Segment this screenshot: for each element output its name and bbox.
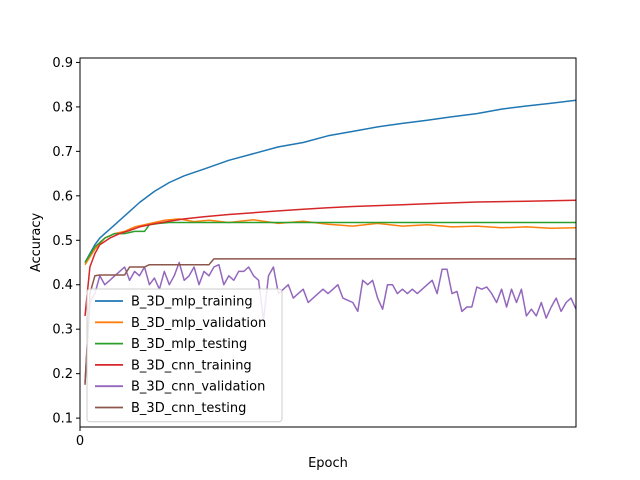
y-tick-label: 0.4 [52,278,73,293]
y-tick-label: 0.5 [52,234,73,249]
legend-label-2: B_3D_mlp_validation [131,316,266,331]
y-axis-label: Accuracy [29,213,44,273]
legend-box [86,288,283,423]
legend-label-3: B_3D_mlp_testing [131,337,247,352]
y-axis-ticks: 0.1 0.2 0.3 0.4 0.5 0.6 0.7 0.8 0.9 [52,56,80,427]
legend: B_3D_mlp_training B_3D_mlp_validation B_3D… [86,288,283,423]
legend-label-4: B_3D_cnn_training [131,358,252,373]
series-line-1 [84,99,577,263]
y-tick-label: 0.9 [52,56,73,71]
x-axis-label: Epoch [308,456,348,471]
x-tick-label: 0 [76,434,84,449]
series-line-5 [84,261,577,383]
legend-label-5: B_3D_cnn_validation [131,380,265,395]
series-line-6 [84,258,576,385]
x-axis-ticks: 0 [76,427,84,449]
y-tick-label: 0.8 [52,100,73,115]
series-lines [84,99,577,385]
y-tick-label: 0.3 [52,323,73,338]
plot-frame [79,57,577,428]
legend-label-1: B_3D_mlp_training [131,295,253,310]
series-line-4 [84,199,577,316]
y-tick-label: 0.2 [52,367,73,382]
y-tick-label: 0.1 [52,412,73,427]
y-tick-label: 0.7 [52,145,73,160]
series-line-2 [84,218,577,266]
y-tick-label: 0.6 [52,189,73,204]
series-line-3 [84,221,576,263]
legend-label-6: B_3D_cnn_testing [131,401,246,416]
